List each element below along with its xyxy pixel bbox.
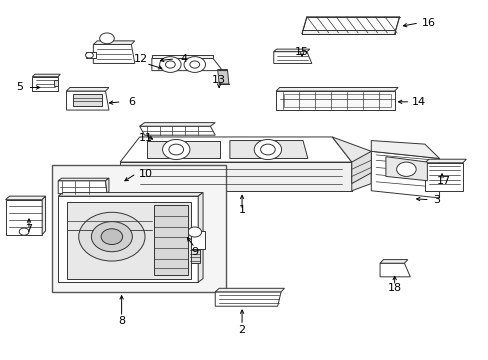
Polygon shape — [58, 178, 109, 181]
Circle shape — [19, 228, 29, 235]
Circle shape — [79, 212, 145, 261]
Bar — [52, 165, 226, 292]
Polygon shape — [58, 181, 107, 194]
Circle shape — [162, 139, 189, 159]
Text: 12: 12 — [134, 54, 148, 64]
Polygon shape — [73, 94, 102, 107]
Polygon shape — [58, 196, 198, 282]
Polygon shape — [198, 193, 203, 282]
Text: 6: 6 — [128, 97, 135, 107]
Circle shape — [260, 144, 275, 155]
Text: 13: 13 — [212, 75, 225, 85]
Polygon shape — [66, 202, 190, 279]
Circle shape — [396, 162, 415, 176]
Polygon shape — [140, 123, 215, 126]
Circle shape — [91, 222, 132, 252]
Text: 2: 2 — [238, 325, 245, 335]
Polygon shape — [273, 49, 309, 51]
Text: 4: 4 — [180, 54, 187, 64]
Polygon shape — [105, 178, 109, 194]
Polygon shape — [58, 193, 203, 196]
Text: 17: 17 — [435, 176, 449, 186]
Polygon shape — [273, 51, 311, 63]
Polygon shape — [189, 249, 199, 263]
Polygon shape — [54, 80, 58, 86]
Polygon shape — [276, 87, 397, 91]
Text: 9: 9 — [191, 247, 198, 257]
Polygon shape — [351, 151, 370, 184]
Polygon shape — [42, 196, 45, 234]
Circle shape — [168, 144, 183, 155]
Text: 3: 3 — [433, 195, 440, 205]
Text: 18: 18 — [387, 283, 401, 293]
Circle shape — [183, 57, 205, 72]
Polygon shape — [424, 163, 462, 192]
Polygon shape — [32, 77, 58, 91]
Text: 14: 14 — [411, 97, 425, 107]
Polygon shape — [66, 87, 109, 91]
Circle shape — [159, 57, 181, 72]
Polygon shape — [184, 231, 204, 249]
Polygon shape — [379, 263, 409, 277]
Polygon shape — [93, 41, 135, 44]
Polygon shape — [331, 137, 370, 191]
Polygon shape — [66, 91, 109, 110]
Polygon shape — [5, 196, 45, 200]
Polygon shape — [379, 260, 407, 263]
Text: 15: 15 — [294, 46, 308, 57]
Polygon shape — [140, 126, 215, 135]
Circle shape — [187, 227, 201, 237]
Polygon shape — [424, 159, 466, 163]
Polygon shape — [217, 69, 228, 84]
Polygon shape — [283, 94, 390, 107]
Polygon shape — [302, 30, 394, 34]
Text: 7: 7 — [25, 225, 33, 234]
Polygon shape — [154, 205, 188, 275]
Circle shape — [254, 139, 281, 159]
Polygon shape — [229, 140, 307, 158]
Circle shape — [85, 52, 93, 58]
Polygon shape — [276, 91, 394, 110]
Polygon shape — [120, 137, 351, 162]
Polygon shape — [147, 140, 220, 158]
Polygon shape — [370, 151, 439, 198]
Text: 5: 5 — [16, 82, 22, 93]
Circle shape — [165, 61, 175, 68]
Text: 11: 11 — [139, 133, 153, 143]
Circle shape — [101, 229, 122, 244]
Polygon shape — [370, 140, 439, 158]
Polygon shape — [215, 292, 281, 306]
Polygon shape — [86, 51, 96, 58]
Circle shape — [189, 61, 199, 68]
Polygon shape — [215, 288, 284, 292]
Polygon shape — [302, 17, 399, 34]
Text: 16: 16 — [421, 18, 435, 28]
Polygon shape — [385, 157, 427, 181]
Text: 8: 8 — [118, 316, 125, 325]
Text: 10: 10 — [139, 168, 153, 179]
Polygon shape — [152, 55, 212, 58]
Text: 1: 1 — [238, 206, 245, 216]
Polygon shape — [5, 200, 42, 234]
Polygon shape — [93, 44, 135, 63]
Circle shape — [100, 33, 114, 44]
Polygon shape — [32, 74, 60, 77]
Polygon shape — [120, 162, 351, 191]
Polygon shape — [152, 58, 222, 71]
